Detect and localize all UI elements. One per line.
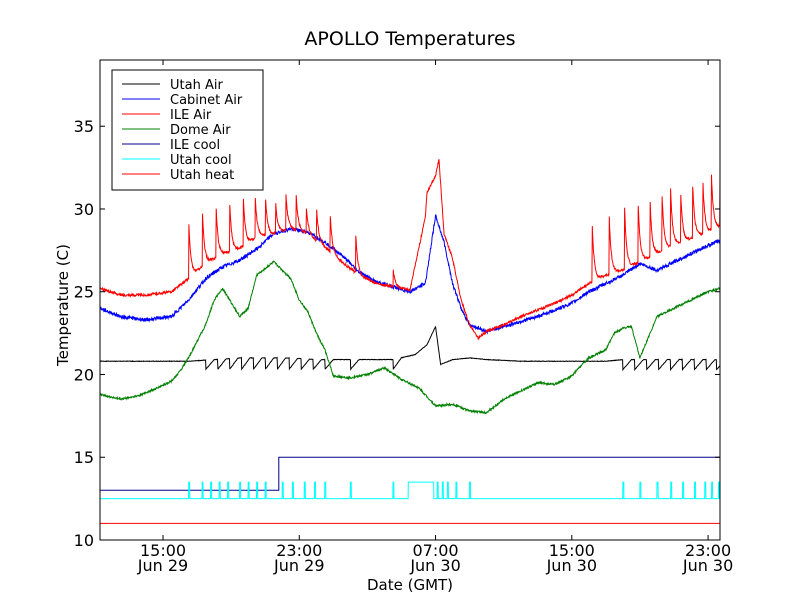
y-tick-label: 30: [74, 200, 94, 219]
legend-box: [111, 69, 264, 191]
series-line-cabinet-air: [100, 214, 720, 335]
x-tick-label-time: 15:00: [549, 541, 595, 560]
plot-frame: [99, 59, 721, 541]
legend-label-utah-air: Utah Air: [170, 78, 223, 93]
legend-label-dome-air: Dome Air: [170, 123, 231, 138]
series-line-utah-air: [100, 326, 720, 372]
series-line-ile-air: [100, 159, 720, 341]
chart-title: APOLLO Temperatures: [304, 28, 515, 50]
x-tick-label-time: 23:00: [685, 541, 731, 560]
legend-label-utah-cool: Utah cool: [170, 153, 232, 168]
series-line-dome-air: [100, 260, 720, 415]
y-tick-label: 35: [74, 117, 94, 136]
x-tick-label-date: Jun 30: [546, 556, 597, 575]
y-tick-label: 25: [74, 283, 94, 302]
legend-label-ile-air: ILE Air: [170, 108, 212, 123]
x-tick-label-date: Jun 30: [682, 556, 733, 575]
y-axis-label: Temperature (C): [54, 244, 72, 367]
x-axis-label: Date (GMT): [367, 576, 453, 594]
x-tick-label-date: Jun 29: [137, 556, 188, 575]
x-tick-label-time: 07:00: [412, 541, 458, 560]
y-tick-label: 20: [74, 365, 94, 384]
legend-label-ile-cool: ILE cool: [170, 138, 220, 153]
x-tick-label-date: Jun 30: [409, 556, 460, 575]
legend-label-utah-heat: Utah heat: [170, 168, 234, 183]
y-tick-label: 10: [74, 531, 94, 550]
series-layer: [100, 159, 720, 524]
y-tick-label: 15: [74, 448, 94, 467]
series-line-utah-cool: [100, 481, 720, 500]
x-tick-label-time: 23:00: [276, 541, 322, 560]
legend-label-cabinet-air: Cabinet Air: [170, 93, 243, 108]
series-line-ile-cool: [100, 456, 720, 491]
x-tick-label-date: Jun 29: [273, 556, 324, 575]
x-tick-label-time: 15:00: [140, 541, 186, 560]
